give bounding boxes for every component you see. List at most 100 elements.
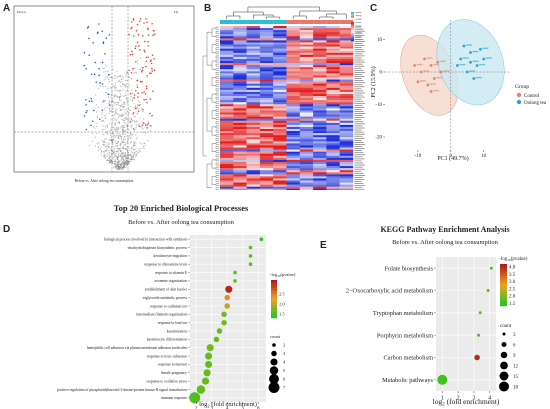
- heatmap-cell: [259, 63, 274, 66]
- heatmap-cell: [220, 151, 234, 154]
- heatmap-cell: [326, 81, 340, 84]
- enrichment-point: [221, 311, 227, 318]
- volcano-point-ns: [119, 76, 122, 78]
- heatmap-cell: [246, 126, 261, 130]
- pca-point-control: [439, 70, 443, 74]
- volcano-point-up: [146, 102, 148, 104]
- heatmap-cell: [246, 174, 261, 177]
- heatmap-row-label: [354, 135, 363, 137]
- volcano-point-ns: [106, 155, 109, 157]
- heatmap-cell: [246, 168, 261, 171]
- volcano-point-ns: [103, 141, 105, 143]
- heatmap-cell: [259, 32, 274, 35]
- size-legend-dot: [502, 332, 506, 336]
- heatmap-cell: [326, 161, 340, 165]
- volcano-point-ns: [124, 126, 126, 129]
- heatmap-cell: [286, 28, 300, 31]
- heatmap-cell: [286, 50, 300, 53]
- heatmap-cell: [233, 186, 247, 189]
- heatmap-cell: [259, 85, 274, 88]
- heatmap-row-label: [354, 61, 365, 63]
- heatmap-cell: [299, 104, 314, 107]
- heatmap-cell: [233, 79, 247, 82]
- category-label: establishment of skin barrier: [145, 288, 188, 292]
- dendrogram-branch: [215, 162, 219, 166]
- volcano-point-ns: [126, 164, 128, 166]
- volcano-point-ns: [102, 140, 104, 143]
- heatmap-cell: [326, 164, 340, 167]
- volcano-point-ns: [125, 79, 127, 81]
- heatmap-cell: [339, 112, 354, 115]
- heatmap-cell: [246, 164, 261, 167]
- volcano-point-ns: [116, 89, 118, 92]
- heatmap-cell: [299, 116, 314, 119]
- dendrogram-branch: [215, 183, 219, 186]
- volcano-point-ns: [139, 57, 141, 60]
- heatmap-cell: [286, 112, 300, 115]
- heatmap-cell: [233, 46, 247, 49]
- heatmap-cell: [220, 30, 234, 33]
- volcano-point-ns: [133, 158, 135, 160]
- volcano-point-up: [151, 70, 153, 72]
- heatmap-cell: [313, 149, 327, 152]
- dendrogram-branch: [215, 76, 219, 79]
- volcano-point-ns: [137, 60, 139, 62]
- pca-x-tick-label: 0: [450, 154, 453, 159]
- volcano-point-up: [135, 29, 138, 32]
- heatmap-cell: [339, 34, 354, 37]
- heatmap-cell: [286, 166, 300, 169]
- volcano-point-down: [108, 34, 111, 36]
- heatmap-cell: [299, 110, 314, 113]
- volcano-point-ns: [113, 166, 115, 168]
- volcano-point-ns: [132, 113, 134, 115]
- heatmap-cell: [339, 133, 354, 136]
- dendrogram-branch: [215, 134, 219, 137]
- heatmap-cell: [326, 151, 340, 154]
- colorbar-tick-label: 1.5: [279, 312, 285, 317]
- volcano-point-ns: [141, 127, 143, 129]
- colorbar-tick-label: 4.0: [509, 266, 516, 271]
- heatmap-row-label: [354, 47, 362, 48]
- heatmap-row-label: [354, 37, 362, 38]
- heatmap-cell: [273, 71, 287, 74]
- volcano-point-ns: [118, 155, 120, 157]
- pca-point-oolong: [462, 44, 466, 48]
- colorbar-step: [271, 281, 277, 284]
- volcano-point-ns: [139, 117, 141, 119]
- volcano-point-up: [130, 71, 133, 74]
- volcano-point-ns: [111, 123, 113, 125]
- volcano-point-ns: [136, 83, 138, 85]
- heatmap-cell: [220, 164, 234, 167]
- volcano-point-ns: [117, 156, 119, 158]
- heatmap-cell: [233, 155, 247, 158]
- volcano-point-ns: [111, 130, 113, 132]
- heatmap-row-label: [354, 109, 362, 110]
- volcano-point-up: [136, 41, 139, 44]
- volcano-point-ns: [113, 84, 115, 86]
- pca-y-tick-label: -10: [375, 103, 382, 108]
- volcano-point-ns: [106, 91, 108, 94]
- heatmap-group-cell: [246, 20, 260, 24]
- volcano-point-ns: [126, 141, 129, 143]
- colorbar-step: [500, 274, 507, 277]
- heatmap-row-label: [354, 80, 364, 81]
- category-label: intermediate filament organization: [136, 313, 187, 317]
- volcano-point-ns: [137, 108, 139, 110]
- heatmap-legend-label: [355, 15, 362, 17]
- colorbar-step: [500, 283, 507, 286]
- heatmap-cell: [220, 32, 234, 35]
- volcano-point-ns: [114, 76, 116, 78]
- heatmap-cell: [220, 83, 234, 86]
- heatmap-cell: [286, 34, 300, 37]
- heatmap-cell: [326, 32, 340, 35]
- volcano-point-down: [107, 93, 110, 95]
- volcano-point-ns: [126, 124, 128, 126]
- heatmap-cell: [326, 149, 340, 152]
- heatmap-cell: [233, 139, 247, 142]
- heatmap-cell: [220, 139, 234, 142]
- volcano-point-up: [153, 69, 156, 71]
- heatmap-cell: [233, 137, 247, 140]
- dendrogram-branch: [215, 129, 219, 133]
- heatmap-cell: [326, 34, 340, 37]
